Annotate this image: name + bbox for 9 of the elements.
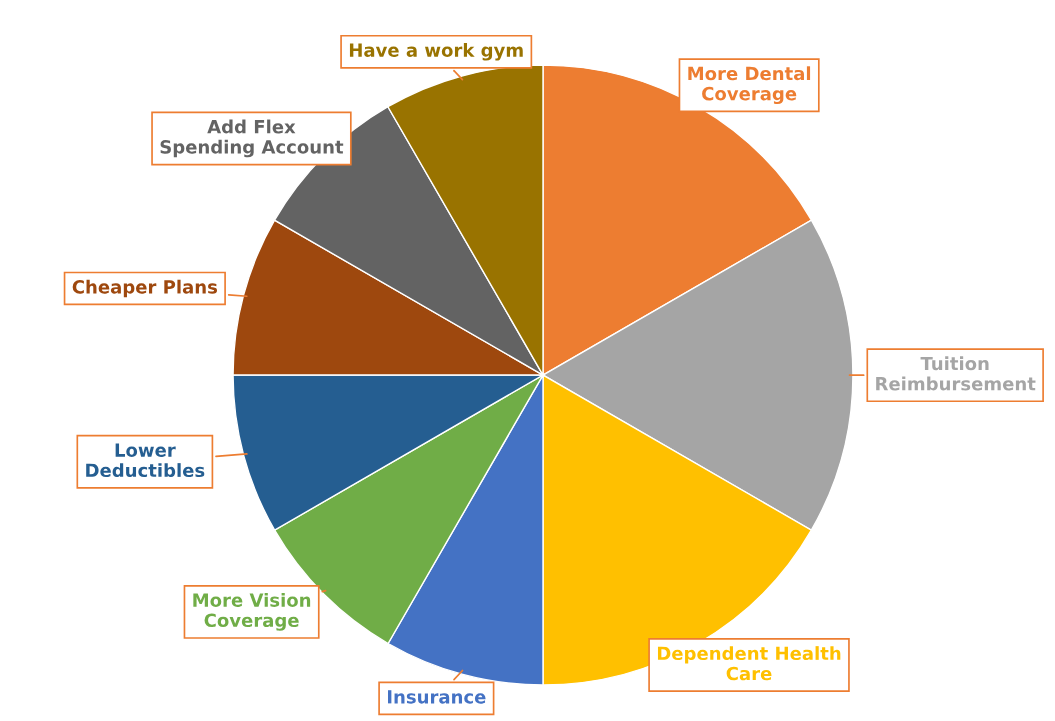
slice-label: Dependent Health Care — [657, 646, 841, 681]
slice-label: More Vision Coverage — [193, 592, 311, 631]
slice-label: Lower Deductibles — [86, 443, 205, 478]
slice-label: Cheaper Plans — [72, 279, 218, 298]
slice-label: Insurance — [387, 690, 486, 704]
slice-label: Have a work gym — [349, 42, 523, 61]
slice-label: Add Flex Spending Account — [160, 119, 344, 158]
slice-label: Tuition Reimbursement — [876, 356, 1036, 391]
slice-label: More Dental Coverage — [688, 66, 811, 105]
